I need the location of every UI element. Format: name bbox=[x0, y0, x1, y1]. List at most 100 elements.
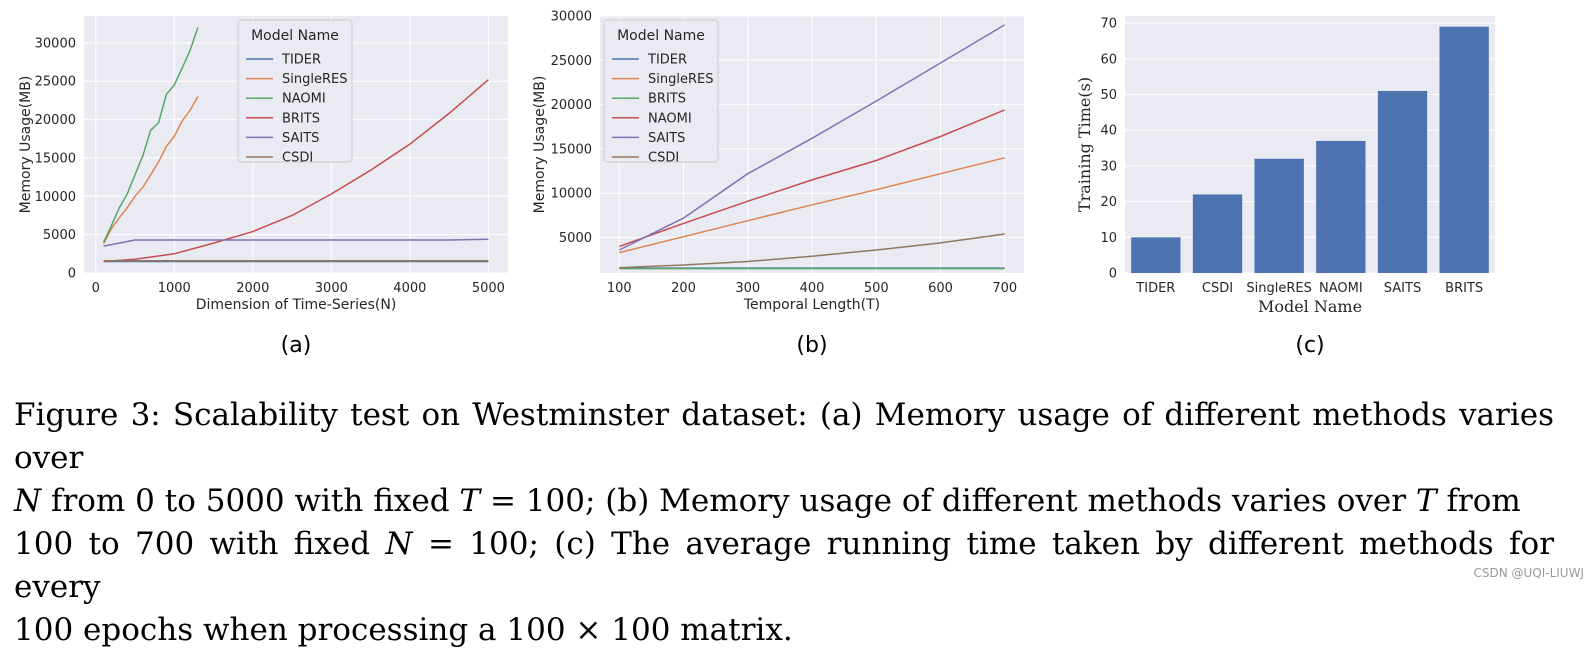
chart-c-svg: 0 10 20 30 40 50 60 70 TIDER CSDI SingleRES NAOMI SA… bbox=[1075, 16, 1495, 358]
x-tick-label: 600 bbox=[928, 281, 953, 296]
caption-var: T bbox=[459, 483, 481, 519]
legend-frame bbox=[237, 19, 353, 163]
x-tick-label: 200 bbox=[671, 281, 696, 296]
x-tick-label: 400 bbox=[800, 281, 825, 296]
y-tick-label: 70 bbox=[1100, 17, 1117, 32]
x-tick-label: BRITS bbox=[1445, 281, 1483, 296]
caption-var: N bbox=[14, 483, 42, 519]
series-line-csdi bbox=[619, 233, 1005, 269]
legend: Model Name TIDER SingleRES BRITS NAOMI SAITS C… bbox=[603, 19, 719, 166]
legend-label: SAITS bbox=[648, 131, 685, 146]
legend-label: TIDER bbox=[647, 53, 687, 68]
y-tick-label: 50 bbox=[1100, 88, 1117, 103]
caption-line-4: 100 epochs when processing a 100 × 100 m… bbox=[14, 612, 793, 648]
y-axis-label: Training Time(s) bbox=[1075, 77, 1094, 212]
y-tick-label: 10000 bbox=[551, 187, 592, 202]
legend-label: NAOMI bbox=[282, 92, 326, 107]
bar-singleres bbox=[1254, 158, 1304, 273]
x-tick-label: NAOMI bbox=[1319, 281, 1363, 296]
panel-label: (b) bbox=[796, 333, 827, 358]
y-tick-label: 20000 bbox=[551, 98, 592, 113]
x-axis-label: Model Name bbox=[1258, 297, 1362, 316]
chart-b-svg: 5000 10000 15000 20000 25000 30000 100 200 300 40… bbox=[532, 10, 1024, 358]
x-tick-label: 100 bbox=[607, 281, 632, 296]
x-tick-label: TIDER bbox=[1135, 281, 1175, 296]
legend-label: SingleRES bbox=[282, 72, 347, 87]
legend-title: Model Name bbox=[617, 28, 705, 44]
x-axis-label: Temporal Length(T) bbox=[743, 297, 880, 313]
bar-saits bbox=[1377, 90, 1428, 273]
y-tick-label: 20000 bbox=[35, 113, 76, 128]
legend-label: SingleRES bbox=[648, 72, 713, 87]
caption-text: from bbox=[1436, 483, 1521, 519]
legend-label: BRITS bbox=[648, 92, 686, 107]
x-tick-label: 3000 bbox=[315, 281, 348, 296]
x-tick-label: 700 bbox=[992, 281, 1017, 296]
legend-label: CSDI bbox=[648, 151, 679, 166]
series-line-singleres bbox=[102, 96, 199, 245]
y-tick-label: 10000 bbox=[35, 190, 76, 205]
y-tick-label: 5000 bbox=[559, 231, 592, 246]
series-line-saits bbox=[618, 24, 1006, 251]
watermark: CSDN @UQI-LIUWJ bbox=[1473, 566, 1584, 580]
caption-line-1: Figure 3: Scalability test on Westminste… bbox=[14, 397, 1554, 476]
legend-frame bbox=[603, 19, 719, 163]
x-tick-label: 300 bbox=[735, 281, 760, 296]
panel-label: (c) bbox=[1295, 333, 1324, 358]
legend-label: BRITS bbox=[282, 111, 320, 126]
x-tick-label: 0 bbox=[92, 281, 100, 296]
series-line-brits bbox=[103, 79, 489, 263]
y-axis-label: Memory Usage(MB) bbox=[18, 76, 34, 214]
panel-b: 5000 10000 15000 20000 25000 30000 100 200 300 40… bbox=[530, 0, 1060, 370]
y-tick-label: 25000 bbox=[551, 54, 592, 69]
caption-var: T bbox=[1415, 483, 1437, 519]
y-tick-label: 15000 bbox=[551, 142, 592, 157]
legend: Model Name TIDER SingleRES NAOMI BRITS SAITS C… bbox=[237, 19, 353, 166]
y-tick-label: 25000 bbox=[35, 75, 76, 90]
x-tick-label: 500 bbox=[864, 281, 889, 296]
panel-a: 0 5000 10000 15000 20000 25000 30000 0 1000 2000 3… bbox=[0, 0, 530, 370]
x-axis-label: Dimension of Time-Series(N) bbox=[196, 297, 397, 313]
bar-csdi bbox=[1192, 194, 1243, 273]
series-line-singleres bbox=[619, 157, 1005, 254]
bar-tider bbox=[1131, 237, 1181, 273]
caption-line-2: N from 0 to 5000 with fixed T = 100; (b)… bbox=[14, 480, 1554, 523]
chart-a-svg: 0 5000 10000 15000 20000 25000 30000 0 1000 2000 3… bbox=[18, 16, 508, 358]
caption-text: = 100; (b) Memory usage of different met… bbox=[480, 483, 1416, 519]
caption-var: N bbox=[385, 526, 413, 562]
x-tick-label: 1000 bbox=[158, 281, 191, 296]
y-tick-label: 40 bbox=[1100, 124, 1117, 139]
y-tick-label: 10 bbox=[1100, 231, 1117, 246]
legend-label: NAOMI bbox=[648, 111, 692, 126]
y-tick-label: 30000 bbox=[551, 10, 592, 25]
x-tick-label: 2000 bbox=[236, 281, 269, 296]
y-axis-label: Memory Usage(MB) bbox=[532, 76, 548, 214]
legend-label: SAITS bbox=[282, 131, 319, 146]
x-tick-label: CSDI bbox=[1202, 281, 1233, 296]
legend-title: Model Name bbox=[251, 28, 339, 44]
caption-line-3: 100 to 700 with fixed N = 100; (c) The a… bbox=[14, 523, 1554, 609]
caption-text: from 0 to 5000 with fixed bbox=[41, 483, 460, 519]
series-line-naomi bbox=[619, 109, 1005, 248]
y-tick-label: 20 bbox=[1100, 195, 1117, 210]
y-tick-label: 30000 bbox=[35, 36, 76, 51]
x-tick-label: 4000 bbox=[393, 281, 426, 296]
legend-label: CSDI bbox=[282, 151, 313, 166]
panel-c: 0 10 20 30 40 50 60 70 TIDER CSDI SingleRES NAOMI SA… bbox=[1070, 0, 1596, 370]
x-tick-label: SAITS bbox=[1384, 281, 1421, 296]
series-line-naomi bbox=[102, 27, 199, 243]
series-line-saits bbox=[103, 238, 489, 247]
y-tick-label: 0 bbox=[68, 267, 76, 282]
y-tick-label: 60 bbox=[1100, 52, 1117, 67]
bar-naomi bbox=[1316, 140, 1366, 273]
panel-label: (a) bbox=[281, 333, 312, 358]
x-tick-label: SingleRES bbox=[1246, 281, 1311, 296]
caption-text: 100 to 700 with fixed bbox=[14, 526, 386, 562]
bar-brits bbox=[1439, 26, 1489, 274]
legend-label: TIDER bbox=[281, 53, 321, 68]
y-tick-label: 5000 bbox=[43, 228, 76, 243]
y-tick-label: 15000 bbox=[35, 151, 76, 166]
y-tick-label: 30 bbox=[1100, 159, 1117, 174]
figure-caption: Figure 3: Scalability test on Westminste… bbox=[14, 394, 1554, 652]
x-tick-label: 5000 bbox=[472, 281, 505, 296]
